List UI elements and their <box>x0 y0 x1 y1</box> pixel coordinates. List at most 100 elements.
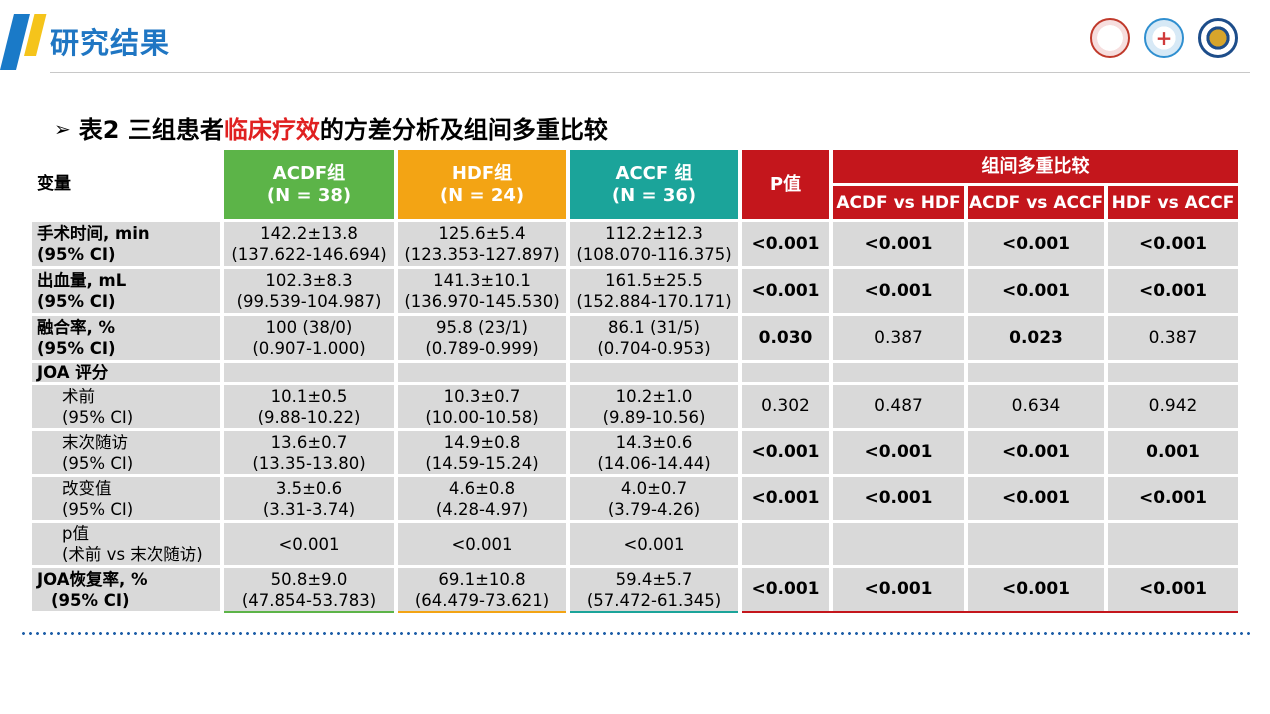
row-p-value-4-line-1: <0.001 <box>1138 488 1208 508</box>
row-p-value-3 <box>968 363 1104 382</box>
row-p-value-4-line-1: 0.001 <box>1146 442 1200 462</box>
row-acdf-value-line-2: (99.539-104.987) <box>236 292 382 311</box>
row-hdf-value: 4.6±0.8 (4.28-4.97) <box>398 477 566 520</box>
table-title-prefix: 表2 三组患者 <box>78 116 224 144</box>
row-p-value-3-line-1: <0.001 <box>1001 442 1071 462</box>
hospital-logo-icon <box>1144 18 1184 58</box>
row-hdf-value-line-1: 69.1±10.8 <box>438 569 526 589</box>
row-label-line-1: 融合率, % <box>37 318 116 337</box>
row-accf-value-line-1: 4.0±0.7 <box>620 478 688 498</box>
header-comparison-2: ACDF vs ACCF <box>968 186 1104 219</box>
header-p-value: P值 <box>742 150 829 219</box>
row-p-value-4-line-1: <0.001 <box>1138 280 1208 301</box>
row-accf-value: 10.2±1.0 (9.89-10.56) <box>570 385 738 428</box>
row-accf-value: 4.0±0.7 (3.79-4.26) <box>570 477 738 520</box>
row-acdf-value-line-2: (0.907-1.000) <box>252 339 366 358</box>
row-accf-value-line-2: (0.704-0.953) <box>597 339 711 358</box>
row-p-value-4-line-1: <0.001 <box>1138 233 1208 254</box>
row-hdf-value-line-2: (136.970-145.530) <box>404 292 560 311</box>
row-hdf-value-line-2: (0.789-0.999) <box>425 339 539 358</box>
row-p-value-2: <0.001 <box>833 431 964 474</box>
accf-underline <box>570 611 738 613</box>
row-label-line-1: 术前 <box>62 386 95 406</box>
row-accf-value-line-1: <0.001 <box>623 534 685 554</box>
row-p-value-2-line-1: 0.387 <box>874 327 923 348</box>
row-hdf-value-line-1: 14.9±0.8 <box>443 432 521 452</box>
row-accf-value-line-1: 10.2±1.0 <box>615 386 693 406</box>
row-hdf-value: 14.9±0.8 (14.59-15.24) <box>398 431 566 474</box>
row-p-value-2 <box>833 523 964 565</box>
row-acdf-value-line-1: 3.5±0.6 <box>275 478 343 498</box>
row-p-value-2-line-1: <0.001 <box>864 488 933 508</box>
row-acdf-value: 10.1±0.5 (9.88-10.22) <box>224 385 394 428</box>
row-p-value-4-line-1: <0.001 <box>1138 579 1208 599</box>
row-acdf-value-line-1: <0.001 <box>278 534 340 554</box>
row-p-value-2: 0.487 <box>833 385 964 428</box>
row-acdf-value-line-1: 13.6±0.7 <box>270 432 348 452</box>
header-comparison-2-line-1: ACDF vs ACCF <box>968 192 1104 213</box>
row-p-value-1-line-1: 0.302 <box>761 396 810 416</box>
row-p-value-4: <0.001 <box>1108 269 1238 313</box>
row-label-line-2: (95% CI) <box>62 499 134 519</box>
row-hdf-value: <0.001 <box>398 523 566 565</box>
university-logo-icon <box>1090 18 1130 58</box>
header-accf: ACCF 组 (N = 36) <box>570 150 738 219</box>
row-p-value-3: 0.634 <box>968 385 1104 428</box>
row-p-value-2-line-1: 0.487 <box>874 396 923 416</box>
header-p-value-line-1: P值 <box>769 173 802 195</box>
table-title-suffix: 的方差分析及组间多重比较 <box>319 116 608 144</box>
row-p-value-4-line-1: 0.387 <box>1148 327 1198 348</box>
row-p-value-1-line-1: <0.001 <box>751 280 820 301</box>
row-acdf-value-line-2: (3.31-3.74) <box>262 499 356 519</box>
row-p-value-2-line-1: <0.001 <box>864 233 933 254</box>
row-accf-value: 112.2±12.3 (108.070-116.375) <box>570 222 738 266</box>
row-hdf-value-line-1: 10.3±0.7 <box>443 386 521 406</box>
row-hdf-value-line-2: (10.00-10.58) <box>425 407 539 427</box>
row-label-line-1: 手术时间, min <box>37 224 150 243</box>
row-hdf-value-line-1: <0.001 <box>451 534 513 554</box>
row-acdf-value: 13.6±0.7 (13.35-13.80) <box>224 431 394 474</box>
header-acdf-line-2: (N = 38) <box>266 184 352 206</box>
row-label-line-2: (95% CI) <box>62 453 134 473</box>
row-p-value-3: <0.001 <box>968 431 1104 474</box>
row-acdf-value: 102.3±8.3 (99.539-104.987) <box>224 269 394 313</box>
row-label: 改变值 (95% CI) <box>32 477 220 520</box>
row-p-value-3: <0.001 <box>968 269 1104 313</box>
row-p-value-2: <0.001 <box>833 269 964 313</box>
row-hdf-value-line-2: (4.28-4.97) <box>435 499 529 519</box>
row-accf-value-line-1: 161.5±25.5 <box>605 271 703 290</box>
row-label-line-1: 末次随访 <box>62 432 128 452</box>
header-multiple-comparison-line-1: 组间多重比较 <box>981 155 1090 177</box>
row-p-value-3 <box>968 523 1104 565</box>
row-acdf-value-line-2: (9.88-10.22) <box>257 407 361 427</box>
row-p-value-1: <0.001 <box>742 431 829 474</box>
acdf-underline <box>224 611 394 613</box>
row-accf-value-line-1: 86.1 (31/5) <box>608 318 700 337</box>
row-label-line-2: (95% CI) <box>51 590 130 610</box>
header-accf-line-2: (N = 36) <box>611 184 697 206</box>
row-p-value-4: 0.001 <box>1108 431 1238 474</box>
row-accf-value-line-2: (57.472-61.345) <box>586 590 722 610</box>
row-label-line-2: (95% CI) <box>37 339 116 358</box>
row-p-value-1: 0.302 <box>742 385 829 428</box>
bottom-dotted-divider <box>20 632 1250 635</box>
row-acdf-value-line-2: (137.622-146.694) <box>231 245 387 264</box>
row-hdf-value-line-1: 125.6±5.4 <box>438 224 526 243</box>
row-accf-value <box>570 363 738 382</box>
row-accf-value: <0.001 <box>570 523 738 565</box>
header-hdf-line-2: (N = 24) <box>439 184 525 206</box>
row-p-value-3-line-1: 0.634 <box>1011 396 1061 416</box>
row-p-value-3-line-1: <0.001 <box>1001 233 1071 254</box>
row-label-line-1: p值 <box>62 524 89 543</box>
row-acdf-value-line-1: 100 (38/0) <box>265 318 353 337</box>
row-label-line-2: (95% CI) <box>62 407 134 427</box>
row-hdf-value-line-1: 141.3±10.1 <box>433 271 531 290</box>
row-hdf-value-line-2: (14.59-15.24) <box>425 453 539 473</box>
row-p-value-4: <0.001 <box>1108 568 1238 611</box>
row-accf-value: 161.5±25.5 (152.884-170.171) <box>570 269 738 313</box>
row-accf-value-line-2: (152.884-170.171) <box>576 292 732 311</box>
header-acdf: ACDF组 (N = 38) <box>224 150 394 219</box>
row-p-value-2: <0.001 <box>833 222 964 266</box>
row-p-value-1-line-1: <0.001 <box>751 233 820 254</box>
row-hdf-value-line-1: 95.8 (23/1) <box>436 318 528 337</box>
